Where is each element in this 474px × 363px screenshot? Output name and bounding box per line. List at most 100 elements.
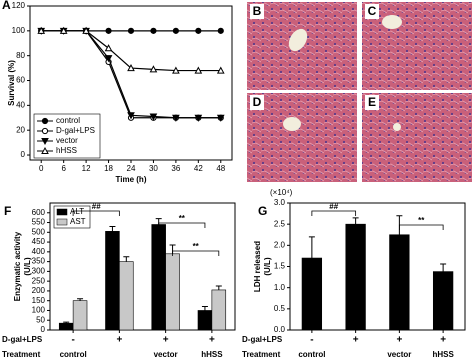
bar [151,224,166,331]
dgal-mark: - [71,335,74,346]
y-tick-label: 0 [41,325,46,334]
error-bar [308,236,315,259]
x-tick-label: control [298,350,325,359]
marker [172,114,180,122]
x-tick-label: 0 [39,164,44,173]
y-axis-label: LDH released [253,241,262,292]
y-tick-label: 550 [32,218,46,227]
marker [149,65,158,73]
significance-label: ## [329,202,338,211]
vessel [288,28,308,52]
legend-label: control [56,116,80,125]
x-tick-label: 24 [127,164,136,173]
bar [211,289,227,331]
panel-label: C [368,4,377,18]
y-tick-label: 120 [12,1,26,10]
marker [216,66,225,74]
y-axis-unit: (U/L) [23,257,32,276]
marker [127,64,135,72]
x-tick-label: vector [154,350,178,359]
legend-label: ALT [70,207,84,216]
image [247,93,357,182]
image-e: E [362,93,472,182]
dgal-mark: + [209,335,215,346]
y-tick-label: 40 [16,100,25,109]
x-tick-label: 12 [82,164,91,173]
x-tick-label: hHSS [201,350,223,359]
significance-bracket [72,210,120,216]
marker [195,27,202,34]
legend-label: hHSS [56,146,77,155]
x-tick-label: 42 [194,164,203,173]
y-tick-label: 100 [12,26,26,35]
y-tick-label: 0.0 [274,325,286,334]
label-box [365,4,379,19]
image [362,93,472,182]
x-tick-label: 36 [171,164,180,173]
legend-swatch [56,218,68,226]
y-tick-label: 600 [32,208,46,217]
y-tick-label: 450 [32,237,46,246]
significance-bracket [398,224,444,230]
bar [165,253,180,331]
marker [172,66,180,74]
significance-label: ** [193,242,200,251]
marker [41,117,49,125]
significance-label: ## [92,202,101,211]
x-tick-label: 30 [149,164,158,173]
panel-label: B [253,4,262,18]
marker [194,114,203,122]
error-bar [201,306,208,311]
bar [432,271,454,331]
y-tick-label: 80 [16,51,25,60]
marker [104,44,113,52]
y-tick-label: 1.5 [274,262,286,271]
x-tick-label: vector [387,350,411,359]
image-d: D [247,93,357,182]
marker [82,26,90,34]
marker [127,27,135,34]
y-axis-unit: (U/L) [263,257,272,276]
marker [37,26,46,34]
marker [41,138,49,146]
label-box [250,4,264,19]
bar [389,234,410,331]
panel-label: D [253,95,262,109]
histology-images: B C D E [247,2,472,182]
x-tick-label: 6 [61,164,66,173]
label-box [365,95,379,110]
image-c: C [362,2,472,90]
y-tick-label: 1.0 [274,283,286,292]
x-tick-label: hHSS [432,350,454,359]
row-label: D-gal+LPS [2,335,43,344]
bar [58,322,74,331]
y-tick-label: 20 [16,125,25,134]
x-tick-label: 48 [216,164,225,173]
y-tick-label: 60 [16,76,25,85]
significance-bracket [158,222,206,228]
y-tick-label: 50 [36,315,45,324]
row-label: Treatment [242,350,281,359]
legend-label: vector [56,136,78,145]
marker [217,27,224,34]
marker [194,66,203,74]
y-axis-label: Enzymatic activity [13,231,22,301]
error-bar [123,256,130,262]
significance-bracket [311,210,357,216]
significance-label: ** [179,214,186,223]
dgal-mark: + [440,335,446,346]
dgal-mark: - [310,335,313,346]
marker [149,113,158,121]
series-line [41,30,221,119]
image-b: B [247,2,357,90]
error-bar [63,321,70,324]
y-tick-label: 500 [32,227,46,236]
vessel [393,123,401,131]
marker [127,112,135,120]
label-box [250,95,264,110]
error-bar [109,225,116,232]
x-axis-label: Time (h) [116,175,147,184]
dgal-mark: + [163,335,169,346]
row-label: Treatment [2,350,41,359]
marker [150,27,157,34]
